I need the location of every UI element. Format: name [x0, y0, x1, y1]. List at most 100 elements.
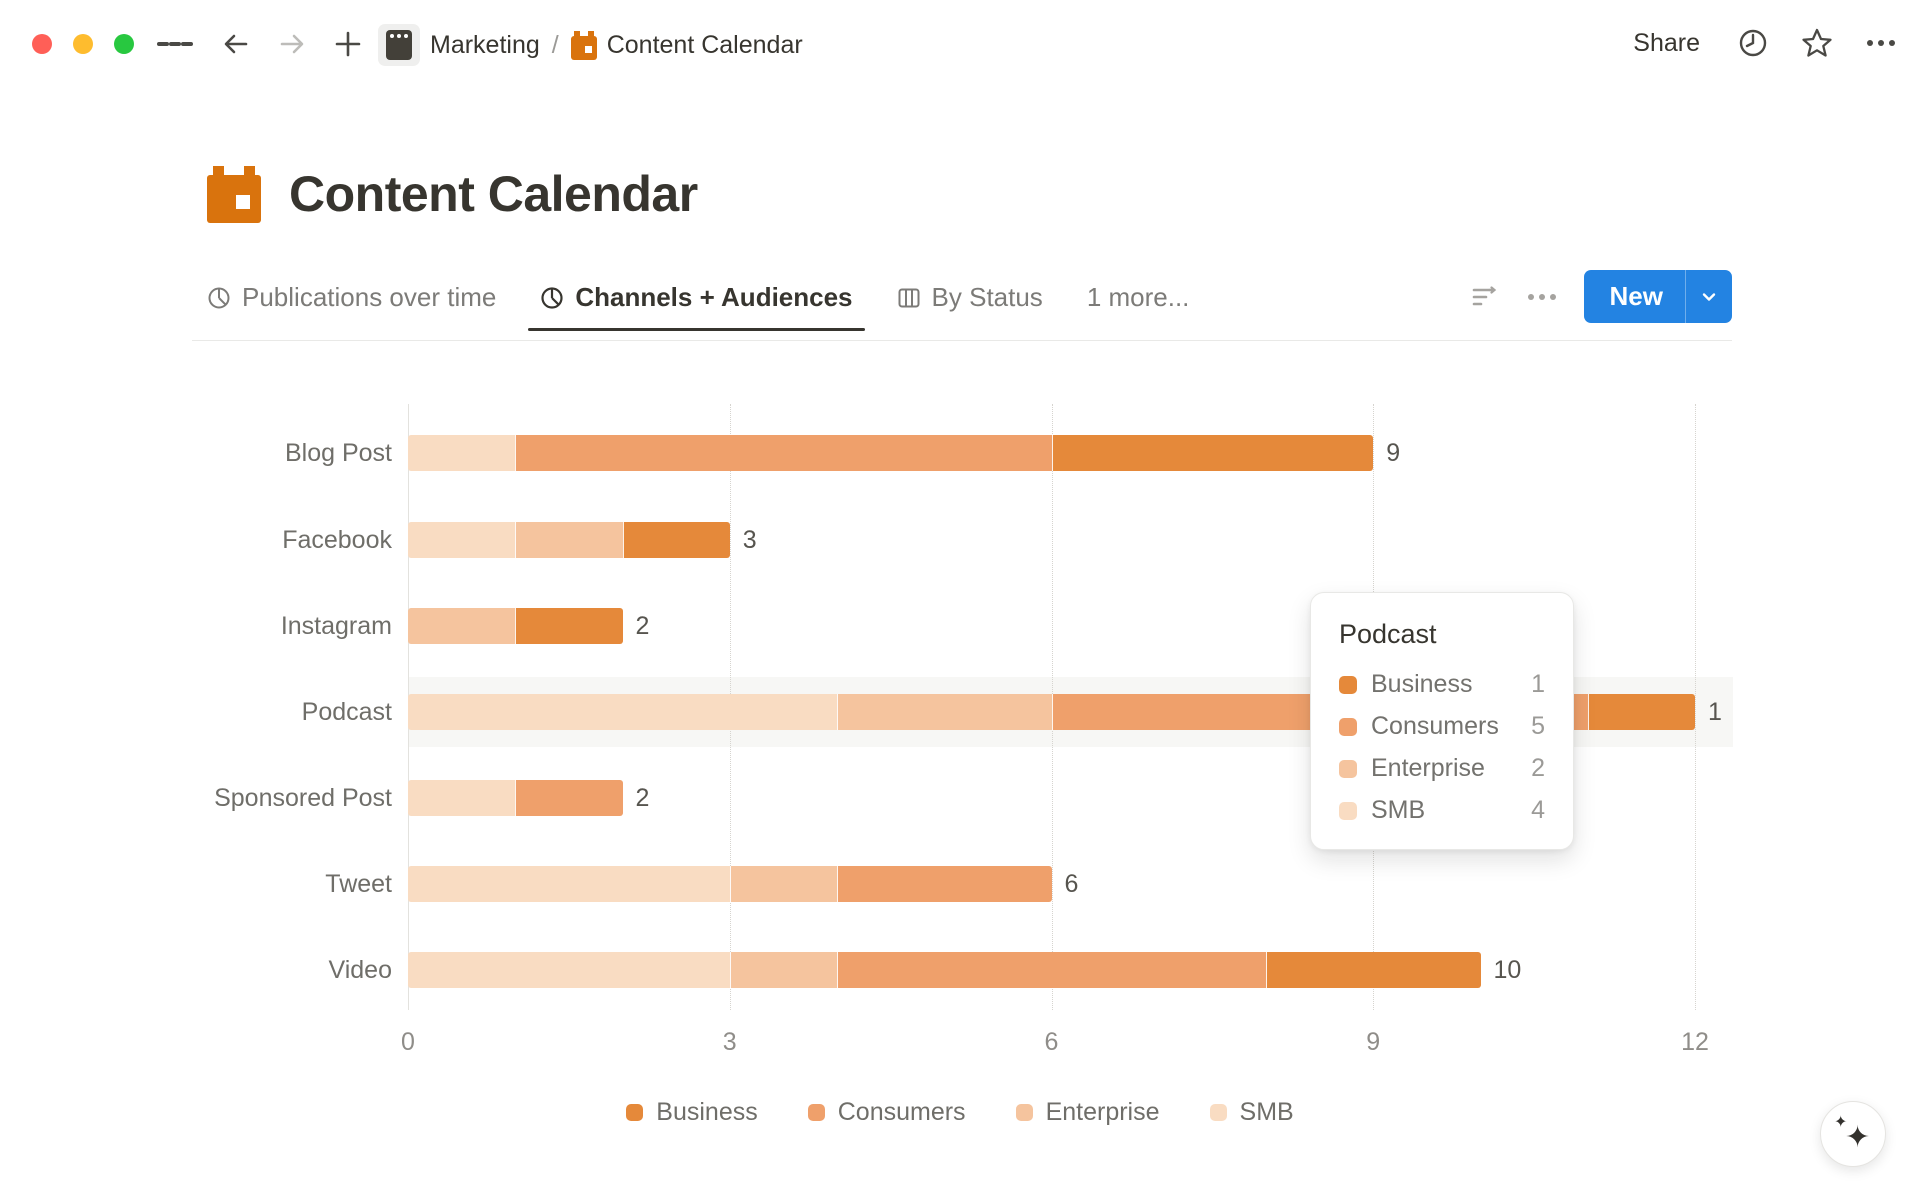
- bar-tweet[interactable]: [408, 866, 1052, 902]
- breadcrumb-separator: /: [551, 30, 559, 59]
- tab-publications-over-time[interactable]: Publications over time: [207, 282, 496, 329]
- bar-total-label: 2: [635, 612, 650, 640]
- ai-assistant-button[interactable]: ✦ ✦: [1820, 1101, 1886, 1167]
- tooltip-label: SMB: [1371, 796, 1426, 824]
- gridline: [1695, 404, 1696, 1010]
- legend-swatch: [1209, 1104, 1227, 1121]
- tooltip-row: Consumers 5: [1339, 712, 1545, 741]
- bar-segment-smb[interactable]: [408, 780, 516, 816]
- workspace-notebook-icon[interactable]: [378, 24, 420, 66]
- tooltip-label: Enterprise: [1371, 754, 1485, 782]
- legend-item-smb[interactable]: SMB: [1209, 1098, 1294, 1127]
- bar-segment-business[interactable]: [1266, 952, 1481, 988]
- category-label: Blog Post: [284, 439, 392, 467]
- bar-total-label: 9: [1386, 439, 1401, 467]
- filter-icon[interactable]: [1470, 284, 1500, 310]
- tooltip-row: SMB 4: [1339, 796, 1545, 825]
- tooltip-swatch: [1339, 717, 1357, 736]
- bar-blog-post[interactable]: [408, 435, 1374, 471]
- legend-item-business[interactable]: Business: [626, 1098, 758, 1127]
- ellipsis-icon[interactable]: [1527, 293, 1556, 300]
- bar-instagram[interactable]: [408, 608, 623, 644]
- bar-segment-business[interactable]: [622, 522, 730, 558]
- tooltip-row: Business 1: [1339, 670, 1545, 699]
- star-icon[interactable]: [1798, 24, 1836, 62]
- new-button[interactable]: New: [1609, 281, 1663, 311]
- forward-arrow-icon[interactable]: [274, 26, 310, 62]
- bar-total-label: 3: [742, 526, 757, 554]
- window-toolbar: Marketing / Content Calendar Share: [0, 0, 1920, 88]
- category-label: Tweet: [325, 870, 392, 898]
- back-arrow-icon[interactable]: [218, 26, 254, 62]
- close-window-button[interactable]: [32, 34, 52, 54]
- page-calendar-icon[interactable]: [207, 166, 261, 223]
- bar-segment-enterprise[interactable]: [729, 952, 837, 988]
- share-button[interactable]: Share: [1633, 28, 1700, 57]
- chart-tooltip: Podcast Business 1 Consumers 5 Enterprise 2 SM…: [1310, 592, 1574, 850]
- clock-icon[interactable]: [1734, 24, 1772, 62]
- legend-swatch: [1015, 1104, 1033, 1121]
- tooltip-label: Business: [1371, 670, 1473, 698]
- bar-segment-business[interactable]: [515, 608, 623, 644]
- tooltip-value: 2: [1531, 754, 1545, 782]
- category-label: Podcast: [301, 698, 392, 726]
- tab-more-views[interactable]: 1 more...: [1086, 282, 1190, 312]
- bar-segment-smb[interactable]: [408, 522, 516, 558]
- tab-channels-audiences[interactable]: Channels + Audiences: [528, 282, 865, 331]
- bar-video[interactable]: [408, 952, 1481, 988]
- new-button-group: New: [1583, 270, 1732, 323]
- sparkles-icon: ✦: [1845, 1121, 1871, 1154]
- zoom-window-button[interactable]: [114, 34, 134, 54]
- pie-chart-icon: [541, 286, 563, 309]
- bar-segment-smb[interactable]: [408, 694, 837, 730]
- x-axis-tick-label: 12: [1681, 1028, 1709, 1056]
- minimize-window-button[interactable]: [73, 34, 93, 54]
- bar-facebook[interactable]: [408, 522, 730, 558]
- x-axis-tick-label: 0: [401, 1028, 415, 1056]
- legend-label: Business: [656, 1098, 758, 1126]
- bar-segment-business[interactable]: [1051, 435, 1374, 471]
- legend-item-enterprise[interactable]: Enterprise: [1015, 1098, 1160, 1127]
- category-label: Facebook: [282, 526, 392, 554]
- tooltip-title: Podcast: [1339, 619, 1437, 649]
- tooltip-row: Enterprise 2: [1339, 754, 1545, 783]
- chart-legend: Business Consumers Enterprise SMB: [0, 1098, 1920, 1127]
- x-axis-tick-label: 3: [722, 1028, 737, 1056]
- tooltip-value: 1: [1531, 670, 1545, 698]
- x-axis-tick-label: 6: [1044, 1028, 1059, 1056]
- tooltip-swatch: [1339, 759, 1357, 778]
- bar-total-label: 2: [635, 784, 650, 812]
- bar-segment-consumers[interactable]: [515, 780, 623, 816]
- bar-segment-smb[interactable]: [408, 866, 730, 902]
- view-tabs: Publications over time Channels + Audien…: [207, 282, 1190, 331]
- breadcrumb-page[interactable]: Content Calendar: [606, 30, 803, 59]
- bar-segment-enterprise[interactable]: [515, 522, 623, 558]
- bar-total-label: 1: [1708, 698, 1722, 726]
- breadcrumb: Marketing / Content Calendar: [378, 24, 803, 66]
- bar-segment-business[interactable]: [1587, 694, 1695, 730]
- bar-segment-smb[interactable]: [408, 952, 730, 988]
- legend-swatch: [626, 1104, 644, 1121]
- bar-segment-enterprise[interactable]: [408, 608, 516, 644]
- plus-icon[interactable]: [330, 26, 366, 62]
- bar-segment-smb[interactable]: [408, 435, 516, 471]
- hamburger-icon[interactable]: [157, 26, 193, 62]
- tooltip-label: Consumers: [1371, 712, 1499, 740]
- category-label: Instagram: [280, 612, 392, 640]
- ellipsis-icon[interactable]: [1862, 24, 1900, 62]
- tab-by-status[interactable]: By Status: [897, 282, 1043, 329]
- sparkles-icon: ✦: [1834, 1114, 1848, 1131]
- legend-item-consumers[interactable]: Consumers: [807, 1098, 966, 1127]
- bar-segment-consumers[interactable]: [515, 435, 1052, 471]
- category-label: Video: [328, 956, 393, 984]
- chevron-down-icon[interactable]: [1686, 270, 1732, 323]
- bar-segment-enterprise[interactable]: [729, 866, 837, 902]
- bar-segment-consumers[interactable]: [837, 866, 1052, 902]
- legend-swatch: [807, 1104, 825, 1121]
- tooltip-swatch: [1339, 801, 1357, 820]
- bar-segment-consumers[interactable]: [837, 952, 1266, 988]
- bar-sponsored-post[interactable]: [408, 780, 623, 816]
- bar-segment-enterprise[interactable]: [837, 694, 1052, 730]
- breadcrumb-workspace[interactable]: Marketing: [430, 30, 540, 59]
